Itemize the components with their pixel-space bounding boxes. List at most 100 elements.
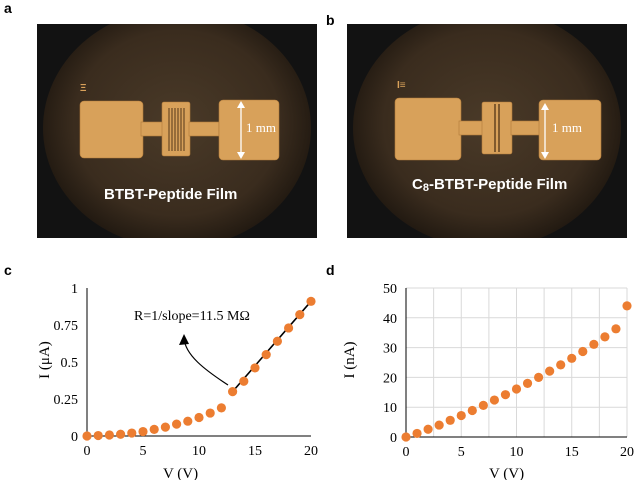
c-x-tick-label: 0	[84, 444, 91, 459]
channel-gap-b	[494, 104, 500, 152]
c-data-point	[116, 429, 126, 439]
c-data-point	[93, 430, 103, 441]
c-data-point	[172, 419, 182, 429]
chart-d-grid	[405, 287, 628, 438]
c-data-point	[216, 403, 226, 413]
chart-c-annotation-arrow	[183, 337, 229, 386]
c-y-tick-label: 0	[71, 430, 78, 445]
c-y-tick-label: 1	[71, 282, 78, 297]
c-data-point	[160, 422, 170, 432]
c-x-tick-label: 20	[304, 444, 318, 459]
c-data-point	[194, 412, 204, 423]
d-y-tick-label: 20	[383, 371, 397, 386]
d-y-tick-label: 0	[390, 431, 397, 446]
device-id-mark-a: Ξ	[80, 83, 87, 94]
c-data-point	[205, 408, 215, 418]
c-data-point	[272, 336, 282, 346]
c-y-tick-label: 0.5	[61, 356, 79, 371]
c-data-point	[138, 426, 148, 437]
chart-c-x-axis-label: V (V)	[163, 466, 198, 480]
d-data-point	[556, 360, 566, 370]
d-data-point	[622, 301, 632, 311]
c-data-point	[104, 430, 114, 440]
chart-d-x-ticks: 0 5 10 15 20	[403, 445, 635, 460]
chart-c-annotation: R=1/slope=11.5 MΩ	[134, 309, 250, 324]
film-label-b: C8-BTBT-Peptide Film	[412, 176, 567, 194]
d-data-point	[589, 339, 599, 349]
film-label-b-prefix: C	[412, 176, 423, 193]
d-x-tick-label: 20	[620, 445, 634, 460]
scale-arrow-a	[237, 101, 245, 159]
d-data-point	[567, 353, 577, 363]
d-data-point	[611, 324, 621, 334]
d-x-tick-label: 0	[403, 445, 410, 460]
d-x-tick-label: 5	[458, 445, 465, 460]
c-data-point	[183, 416, 193, 426]
chart-c-y-axis-label: I (μA)	[37, 341, 53, 379]
c-y-tick-label: 0.25	[54, 393, 79, 408]
d-data-point	[578, 346, 588, 357]
d-data-point	[467, 405, 477, 416]
c-data-point	[306, 296, 316, 306]
c-data-point	[149, 424, 159, 434]
d-data-point	[423, 424, 433, 434]
c-data-point	[127, 428, 137, 438]
film-label-b-subscript: 8	[422, 182, 429, 194]
scale-label-b: 1 mm	[552, 120, 582, 135]
c-data-point	[250, 363, 260, 373]
c-x-tick-label: 5	[140, 444, 147, 459]
micrograph-a: Ξ 1 mm BTBT-Peptide Film	[37, 24, 317, 238]
c-x-tick-label: 15	[248, 444, 262, 459]
chart-d-points	[401, 301, 632, 442]
d-x-tick-label: 15	[565, 445, 579, 460]
panel-letter-a: a	[4, 0, 12, 16]
film-label-b-rest: -BTBT-Peptide Film	[428, 176, 568, 193]
c-data-point	[295, 310, 305, 320]
d-data-point	[489, 395, 499, 405]
d-y-tick-label: 10	[383, 401, 397, 416]
d-data-point	[545, 366, 555, 376]
panel-letter-b: b	[326, 12, 335, 28]
d-data-point	[522, 378, 533, 388]
d-data-point	[456, 410, 466, 421]
micrograph-a-image: Ξ	[43, 24, 311, 238]
c-x-tick-label: 10	[192, 444, 206, 459]
chart-c-x-ticks: 0 5 10 15 20	[84, 444, 319, 459]
chart-c-y-ticks: 0 0.25 0.5 0.75 1	[54, 282, 79, 445]
chart-c-points	[82, 296, 316, 441]
d-data-point	[511, 384, 522, 394]
d-data-point	[500, 390, 511, 400]
electrode-pattern-b	[394, 97, 602, 161]
d-data-point	[434, 420, 444, 430]
d-x-tick-label: 10	[510, 445, 524, 460]
panel-letter-c: c	[4, 262, 12, 278]
chart-d-y-axis-label: I (nA)	[342, 341, 358, 378]
c-y-tick-label: 0.75	[54, 319, 79, 334]
interdigitated-channel-a	[168, 108, 185, 151]
c-data-point	[82, 431, 92, 441]
chart-d-x-axis-label: V (V)	[489, 466, 524, 480]
d-y-tick-label: 50	[383, 282, 397, 297]
c-data-point	[228, 387, 238, 397]
device-id-mark-b: I≡	[397, 80, 406, 91]
panel-letter-d: d	[326, 262, 335, 278]
d-y-tick-label: 30	[383, 342, 397, 357]
d-data-point	[401, 432, 411, 442]
d-data-point	[412, 428, 422, 439]
c-data-point	[239, 376, 249, 386]
d-data-point	[445, 415, 455, 425]
chart-d-y-ticks: 0 10 20 30 40 50	[383, 282, 397, 446]
d-data-point	[600, 332, 610, 342]
scale-label-a: 1 mm	[246, 120, 276, 135]
chart-c-arrowhead	[179, 334, 189, 345]
film-label-a: BTBT-Peptide Film	[104, 186, 238, 203]
d-y-tick-label: 40	[383, 312, 397, 327]
d-data-point	[478, 400, 488, 411]
d-data-point	[534, 372, 544, 382]
micrograph-b: I≡ 1 mm C8-BTBT-Peptide Film	[347, 24, 627, 238]
scale-arrow-b	[541, 103, 549, 159]
c-data-point	[261, 350, 271, 360]
c-data-point	[284, 323, 294, 333]
micrograph-b-image: I≡	[353, 24, 621, 238]
